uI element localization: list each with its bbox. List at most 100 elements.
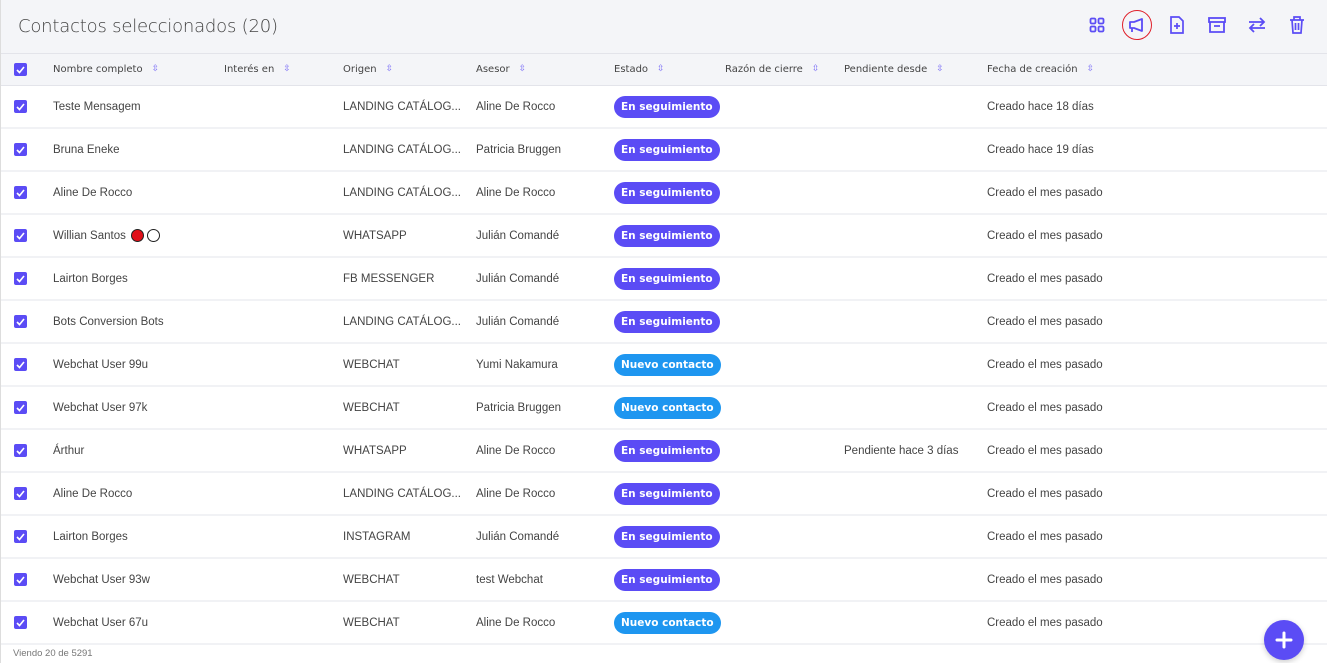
status-badge: En seguimiento bbox=[614, 525, 720, 548]
check-icon bbox=[16, 65, 25, 74]
cell-origen: LANDING CATÁLOG... bbox=[343, 186, 462, 199]
contacts-table: Teste Mensagem LANDING CATÁLOG... Aline De… bbox=[1, 86, 1327, 645]
cell-origen: INSTAGRAM bbox=[343, 530, 411, 543]
sort-icon[interactable]: ⇳ bbox=[283, 64, 291, 74]
column-header-interes[interactable]: Interés en ⇳ bbox=[224, 54, 291, 85]
transfer-button[interactable] bbox=[1237, 10, 1277, 40]
add-contact-button[interactable] bbox=[1264, 620, 1304, 660]
cell-pendiente: Pendiente hace 3 días bbox=[844, 444, 959, 457]
sort-icon[interactable]: ⇳ bbox=[1086, 64, 1095, 74]
cell-fecha: Creado el mes pasado bbox=[987, 487, 1103, 500]
cell-nombre: Webchat User 93w bbox=[53, 573, 150, 586]
table-header: Nombre completo ⇳ Interés en ⇳ Origen ⇳ Asesor… bbox=[1, 54, 1327, 86]
table-row[interactable]: Webchat User 93w WEBCHAT test Webchat En se… bbox=[1, 559, 1327, 602]
cell-asesor: Aline De Rocco bbox=[476, 487, 556, 500]
table-row[interactable]: Lairton Borges FB MESSENGER Julián Comandé… bbox=[1, 258, 1327, 301]
select-checkbox[interactable] bbox=[14, 229, 27, 242]
column-label: Interés en bbox=[224, 64, 275, 75]
select-checkbox[interactable] bbox=[14, 315, 27, 328]
column-header-fecha[interactable]: Fecha de creación ⇳ bbox=[987, 54, 1094, 85]
sort-icon[interactable]: ⇳ bbox=[385, 64, 394, 74]
column-header-estado[interactable]: Estado ⇳ bbox=[614, 54, 665, 85]
cell-asesor: Julián Comandé bbox=[476, 315, 560, 328]
column-label: Pendiente desde bbox=[844, 64, 928, 75]
grid-icon bbox=[1089, 17, 1105, 33]
column-label: Razón de cierre bbox=[725, 64, 803, 75]
archive-button[interactable] bbox=[1197, 10, 1237, 40]
cell-nombre: Webchat User 67u bbox=[53, 616, 149, 629]
column-header-asesor[interactable]: Asesor ⇳ bbox=[476, 54, 526, 85]
select-checkbox[interactable] bbox=[14, 487, 27, 500]
cell-nombre: Willian Santos bbox=[53, 229, 126, 242]
status-badge: En seguimiento bbox=[614, 568, 720, 591]
select-checkbox[interactable] bbox=[14, 186, 27, 199]
table-row[interactable]: Webchat User 97k WEBCHAT Patricia Bruggen N… bbox=[1, 387, 1327, 430]
delete-button[interactable] bbox=[1277, 10, 1317, 40]
check-icon bbox=[16, 274, 25, 283]
table-row[interactable]: Aline De Rocco LANDING CATÁLOG... Aline De… bbox=[1, 473, 1327, 516]
cell-asesor: Julián Comandé bbox=[476, 229, 560, 242]
column-label: Asesor bbox=[476, 64, 510, 75]
select-checkbox[interactable] bbox=[14, 100, 27, 113]
select-checkbox[interactable] bbox=[14, 401, 27, 414]
table-row[interactable]: Aline De Rocco LANDING CATÁLOG... Aline De… bbox=[1, 172, 1327, 215]
select-checkbox[interactable] bbox=[14, 530, 27, 543]
page-header: Contactos seleccionados (20) bbox=[1, 0, 1327, 54]
check-icon bbox=[16, 403, 25, 412]
column-header-origen[interactable]: Origen ⇳ bbox=[343, 54, 393, 85]
select-checkbox[interactable] bbox=[14, 143, 27, 156]
check-icon bbox=[16, 489, 25, 498]
table-row[interactable]: Webchat User 99u WEBCHAT Yumi Nakamura Nuev… bbox=[1, 344, 1327, 387]
table-row[interactable]: Willian Santos WHATSAPP Julián Comandé En s… bbox=[1, 215, 1327, 258]
white-tag-icon bbox=[146, 229, 160, 242]
cell-fecha: Creado el mes pasado bbox=[987, 401, 1103, 414]
column-header-razon[interactable]: Razón de cierre ⇳ bbox=[725, 54, 819, 85]
grid-view-button[interactable] bbox=[1077, 10, 1117, 40]
sort-icon[interactable]: ⇳ bbox=[811, 64, 820, 74]
check-icon bbox=[16, 532, 25, 541]
cell-fecha: Creado el mes pasado bbox=[987, 616, 1103, 629]
select-all-checkbox[interactable] bbox=[14, 63, 27, 76]
select-checkbox[interactable] bbox=[14, 444, 27, 457]
status-badge: En seguimiento bbox=[614, 439, 720, 462]
sort-icon[interactable]: ⇳ bbox=[657, 64, 665, 74]
column-label: Estado bbox=[614, 64, 649, 75]
check-icon bbox=[16, 618, 25, 627]
cell-origen: LANDING CATÁLOG... bbox=[343, 487, 462, 500]
cell-nombre: Aline De Rocco bbox=[53, 487, 133, 500]
table-row[interactable]: Bots Conversion Bots LANDING CATÁLOG... Ju… bbox=[1, 301, 1327, 344]
check-icon bbox=[16, 231, 25, 240]
table-row[interactable]: Lairton Borges INSTAGRAM Julián Comandé En … bbox=[1, 516, 1327, 559]
status-badge: En seguimiento bbox=[614, 310, 720, 333]
sort-icon[interactable]: ⇳ bbox=[151, 64, 160, 74]
column-label: Fecha de creación bbox=[987, 64, 1078, 75]
sort-icon[interactable]: ⇳ bbox=[936, 64, 944, 74]
pagination-count: Viendo 20 de 5291 bbox=[13, 648, 93, 659]
cell-fecha: Creado el mes pasado bbox=[987, 573, 1103, 586]
broadcast-button[interactable] bbox=[1117, 10, 1157, 40]
table-row[interactable]: Teste Mensagem LANDING CATÁLOG... Aline De… bbox=[1, 86, 1327, 129]
table-row[interactable]: Bruna Eneke LANDING CATÁLOG... Patricia Br… bbox=[1, 129, 1327, 172]
column-header-pendiente[interactable]: Pendiente desde ⇳ bbox=[844, 54, 944, 85]
sort-icon[interactable]: ⇳ bbox=[518, 64, 527, 74]
column-header-nombre[interactable]: Nombre completo ⇳ bbox=[53, 54, 159, 85]
table-row[interactable]: Árthur WHATSAPP Aline De Rocco En seguimien… bbox=[1, 430, 1327, 473]
check-icon bbox=[16, 360, 25, 369]
select-checkbox[interactable] bbox=[14, 272, 27, 285]
status-badge: En seguimiento bbox=[614, 224, 720, 247]
cell-origen: WEBCHAT bbox=[343, 358, 400, 371]
cell-fecha: Creado hace 18 días bbox=[987, 100, 1094, 113]
select-checkbox[interactable] bbox=[14, 573, 27, 586]
transfer-icon bbox=[1248, 17, 1266, 33]
new-file-button[interactable] bbox=[1157, 10, 1197, 40]
table-row[interactable]: Webchat User 67u WEBCHAT Aline De Rocco Nue… bbox=[1, 602, 1327, 645]
page-title: Contactos seleccionados (20) bbox=[18, 16, 278, 37]
cell-nombre: Árthur bbox=[53, 444, 85, 457]
cell-origen: WEBCHAT bbox=[343, 616, 400, 629]
cell-asesor: test Webchat bbox=[476, 573, 543, 586]
archive-icon bbox=[1208, 17, 1226, 33]
megaphone-icon bbox=[1129, 18, 1143, 32]
select-checkbox[interactable] bbox=[14, 616, 27, 629]
cell-asesor: Patricia Bruggen bbox=[476, 143, 562, 156]
select-checkbox[interactable] bbox=[14, 358, 27, 371]
